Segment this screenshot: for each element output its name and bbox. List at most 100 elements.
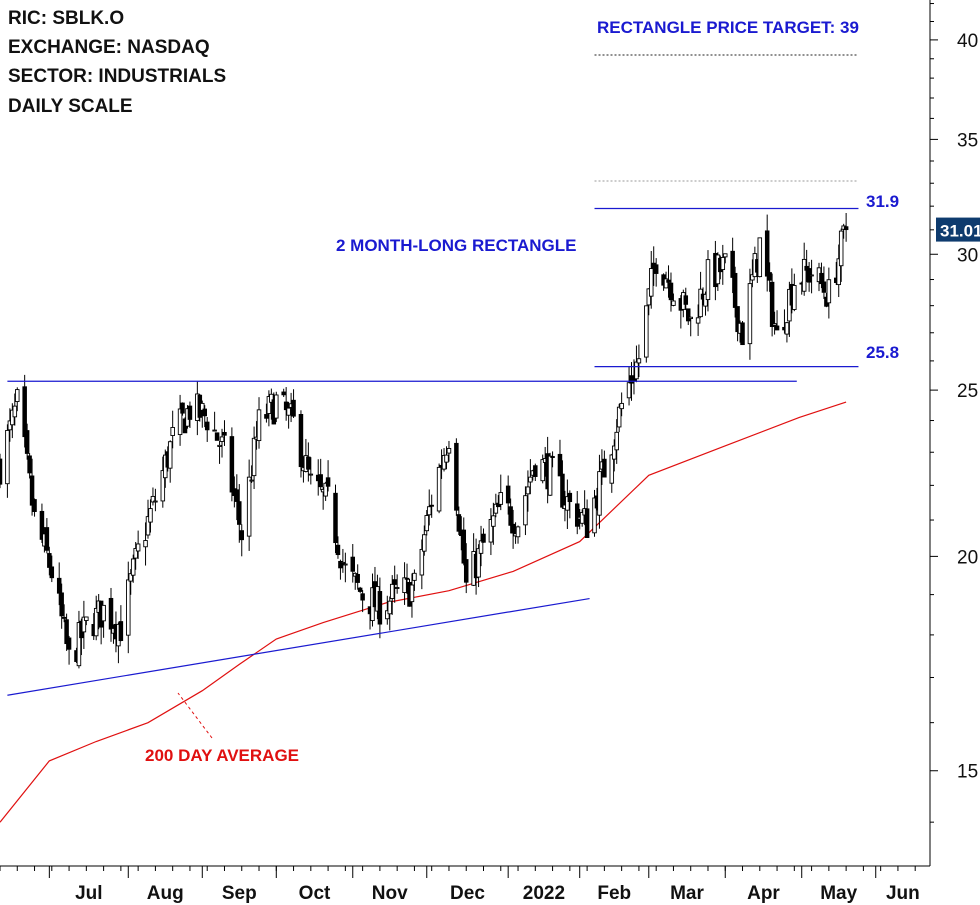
candle-body-up (703, 293, 708, 307)
candle-body-up (784, 322, 790, 335)
candle-body-down (298, 413, 304, 468)
moving-average-label: 200 DAY AVERAGE (145, 746, 300, 765)
candle-body-up (426, 506, 432, 516)
candle-body-up (153, 500, 158, 503)
candle-body-up (491, 515, 496, 527)
lower-level-label: 25.8 (866, 343, 900, 362)
candle-body-up (12, 405, 18, 418)
candle-body-up (772, 323, 777, 326)
candle-body-up (340, 561, 346, 564)
x-tick-label: Jun (886, 883, 920, 904)
candle-body-up (636, 358, 642, 364)
candle-body-up (219, 436, 225, 442)
candle-body-down (335, 544, 341, 556)
candle-body-down (533, 465, 538, 477)
candle-body-down (550, 456, 555, 458)
candle-body-up (648, 268, 654, 297)
candle-body-down (56, 577, 62, 594)
candle-body-down (59, 592, 64, 617)
candle-body-up (547, 455, 553, 496)
candle-body-down (237, 501, 242, 525)
candle-body-down (281, 391, 286, 396)
candle-body-down (764, 230, 770, 277)
candle-body-up (412, 572, 417, 581)
candle-body-up (611, 445, 617, 460)
candle-body-down (508, 506, 513, 526)
candle-body-up (286, 407, 291, 416)
candle-body-down (456, 514, 462, 532)
candle-body-up (688, 316, 693, 320)
candle-body-down (463, 559, 469, 583)
last-price-value: 31.01 (940, 222, 980, 241)
candle-body-up (619, 402, 624, 410)
candle-body-up (528, 476, 533, 483)
candle-body-down (39, 510, 45, 540)
candle-body-down (404, 577, 410, 580)
candle-body-down (496, 502, 501, 508)
candle-body-down (66, 637, 72, 650)
candle-body-down (730, 250, 735, 278)
x-tick-label: Feb (597, 883, 631, 904)
x-tick-label: Jul (75, 883, 102, 904)
x-tick-label: Aug (147, 883, 184, 904)
candle-body-down (735, 306, 740, 333)
candle-body-up (493, 503, 499, 514)
candle-body-down (47, 553, 52, 568)
candle-body-down (732, 272, 738, 308)
candle-body-up (402, 577, 407, 593)
candle-body-down (560, 473, 565, 508)
candle-body-up (128, 573, 133, 582)
candle-body-down (392, 579, 397, 585)
candle-body-down (377, 591, 383, 625)
candle-body-down (306, 456, 311, 470)
candle-body-down (187, 405, 193, 420)
x-tick-label: Oct (299, 883, 331, 904)
candle-body-down (229, 436, 235, 493)
sector-label: SECTOR: INDUSTRIALS (8, 66, 227, 87)
x-tick-label: Dec (450, 883, 485, 904)
candle-body-up (150, 495, 156, 503)
candle-body-up (671, 300, 676, 306)
candle-body-down (505, 485, 511, 504)
ric-label: RIC: SBLK.O (8, 8, 125, 29)
candle-body-down (767, 272, 772, 281)
candle-body-up (269, 393, 274, 403)
candle-body-up (266, 396, 272, 414)
candle-body-up (246, 476, 252, 537)
candle-body-up (838, 230, 844, 267)
candle-body-up (409, 584, 415, 603)
candle-body-up (747, 283, 753, 345)
candle-body-up (177, 408, 183, 436)
y-tick-label: 40 (957, 31, 978, 52)
candle-body-up (646, 288, 652, 306)
candle-body-down (338, 560, 343, 569)
candle-body-up (143, 540, 148, 548)
candle-body-up (579, 512, 585, 524)
candle-body-up (723, 253, 728, 258)
candle-body-up (826, 279, 832, 304)
candle-body-up (249, 479, 254, 482)
candle-body-up (422, 534, 427, 552)
candle-body-up (308, 473, 314, 476)
y-tick-label: 35 (957, 130, 978, 151)
candle-body-down (264, 414, 269, 419)
candle-body-up (836, 258, 841, 286)
candle-body-down (740, 322, 745, 346)
candle-body-down (318, 474, 323, 488)
candle-body-up (476, 548, 481, 578)
candle-body-up (592, 497, 597, 534)
candle-body-up (148, 508, 153, 523)
moving-average-line (0, 401, 847, 823)
candle-body-down (61, 616, 67, 619)
candle-body-up (616, 406, 622, 428)
candle-body-up (387, 600, 393, 615)
candle-body-up (5, 429, 10, 485)
candle-body-up (93, 607, 99, 637)
candle-body-down (27, 455, 32, 474)
upper-level-label: 31.9 (866, 192, 900, 211)
x-tick-label: 2022 (523, 883, 565, 904)
candle-body-up (525, 486, 531, 495)
candle-body-up (256, 409, 262, 442)
candle-body-down (325, 477, 331, 487)
